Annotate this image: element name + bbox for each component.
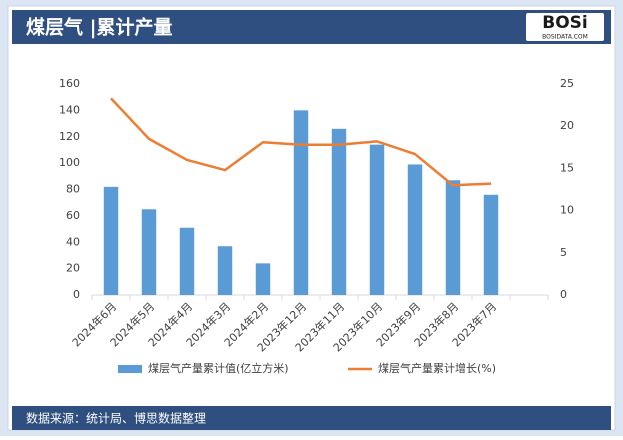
- bar: [179, 227, 195, 295]
- y-tick-label: 120: [59, 130, 80, 143]
- bar: [331, 128, 347, 295]
- header-band: [12, 10, 611, 44]
- y-tick-label: 40: [66, 235, 80, 248]
- y-tick-label: 80: [66, 183, 80, 196]
- y-tick-label: 140: [59, 103, 80, 116]
- bar: [217, 246, 233, 295]
- bar: [103, 186, 119, 295]
- y2-tick-label: 0: [560, 288, 567, 301]
- y-tick-label: 60: [66, 209, 80, 222]
- y2-tick-label: 10: [560, 204, 574, 217]
- bar: [407, 164, 423, 295]
- bar: [369, 144, 385, 295]
- bar: [255, 263, 271, 295]
- logo-box: [526, 13, 604, 41]
- y2-tick-label: 5: [560, 246, 567, 259]
- line: [110, 97, 492, 187]
- y-tick-label: 160: [59, 77, 80, 90]
- source: 数据来源：统计局、博思数据整理: [26, 411, 206, 426]
- chart-title: 煤层气 |累计产量: [26, 16, 173, 39]
- y-tick-label: 0: [73, 288, 80, 301]
- legend-swatch: [118, 365, 142, 373]
- y2-tick-label: 20: [560, 119, 574, 132]
- panel: [7, 5, 616, 431]
- logo: BOSi: [542, 13, 587, 33]
- bar: [141, 209, 157, 295]
- legend-label: 煤层气产量累计值(亿立方米): [148, 361, 289, 375]
- y-tick-label: 100: [59, 156, 80, 169]
- bar: [483, 194, 499, 295]
- footer-band: [12, 406, 611, 430]
- bar: [445, 180, 461, 295]
- logo-sub: BOSIDATA.COM: [542, 34, 588, 41]
- y-tick-label: 20: [66, 262, 80, 275]
- legend-label: 煤层气产量累计增长(%): [378, 361, 496, 375]
- y2-tick-label: 15: [560, 161, 574, 174]
- y2-tick-label: 25: [560, 77, 574, 90]
- bar: [293, 110, 309, 295]
